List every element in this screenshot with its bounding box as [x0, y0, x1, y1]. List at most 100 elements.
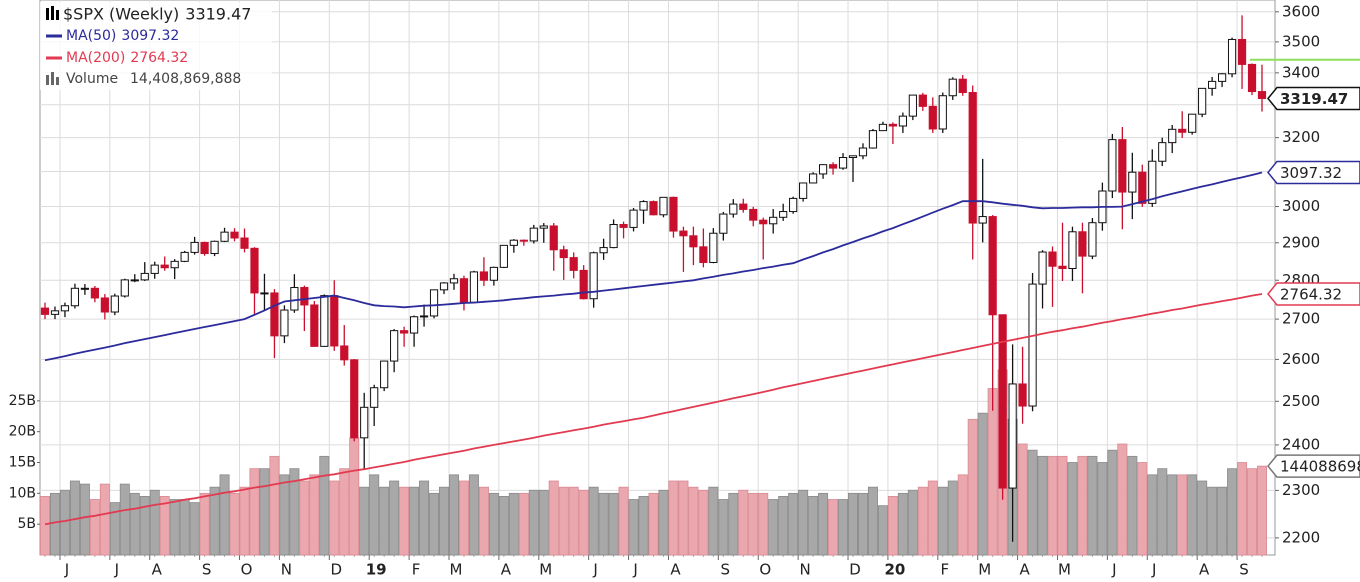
candle-body [1158, 142, 1167, 162]
candle-body [998, 314, 1007, 489]
candle-body [1138, 171, 1147, 204]
value-box [1267, 454, 1360, 478]
candle-body [1247, 63, 1257, 93]
volume-bar [1187, 474, 1198, 556]
x-tick-label: A [152, 561, 163, 579]
volume-bar [389, 480, 400, 556]
candle-body [429, 289, 439, 317]
icon-bar [56, 77, 59, 85]
candle-body [340, 345, 349, 361]
volume-bar [1027, 449, 1038, 556]
volume-bar [1147, 474, 1158, 556]
candle-body [469, 271, 479, 303]
candle-body [1048, 251, 1057, 267]
legend-title-icon [46, 6, 59, 20]
volume-bar [1227, 468, 1238, 556]
candle-body [858, 147, 868, 157]
candle-body [380, 360, 389, 389]
candle-body [1038, 251, 1047, 285]
volume-bar [1167, 474, 1178, 556]
volume-bar [439, 486, 450, 556]
candle-body [180, 251, 189, 262]
volume-bar [1057, 455, 1068, 556]
candle-body [679, 230, 688, 237]
candle-body [599, 247, 608, 254]
y-tick-label: 3500 [1282, 32, 1320, 50]
x-tick-label: A [501, 561, 512, 579]
candle-body [270, 292, 279, 337]
x-tick-label: O [759, 561, 771, 579]
candle-body [260, 292, 269, 295]
volume-bar [518, 492, 529, 556]
volume-bar [768, 499, 779, 556]
candle-body [220, 231, 229, 242]
volume-bar [109, 502, 120, 556]
x-tick-label: J [64, 561, 69, 579]
candle-body [290, 287, 299, 311]
volume-bar [738, 489, 749, 556]
volume-bar [987, 388, 998, 556]
volume-bar [419, 480, 430, 556]
volume-bar [1157, 468, 1168, 556]
x-tick-label: F [412, 561, 421, 579]
volume-bar [239, 486, 250, 556]
candle-body [1188, 113, 1197, 133]
volume-bar [59, 489, 70, 556]
y-tick-label: 2700 [1282, 310, 1320, 328]
candle-body [549, 225, 558, 251]
candle-body [848, 155, 858, 158]
candle-body [1008, 383, 1017, 489]
x-tick-label: A [1019, 561, 1030, 579]
x-tick-label: J [632, 561, 637, 579]
icon-bar [46, 75, 49, 85]
volume-bar [319, 455, 330, 556]
volume-bar [478, 486, 489, 556]
candle-body [559, 249, 568, 259]
volume-bar [189, 502, 200, 556]
x-tick-label: S [721, 561, 731, 579]
volume-bar [1237, 462, 1248, 556]
volume-bar [568, 486, 579, 556]
candle-body [320, 295, 329, 347]
candle-body [250, 247, 259, 294]
volume-bar [927, 480, 938, 556]
candle-body [310, 304, 319, 347]
y-tick-label: 3000 [1282, 197, 1320, 215]
candle-body [878, 123, 888, 132]
volume-icon [46, 72, 59, 85]
candle-body [140, 272, 149, 281]
candle-body [749, 208, 758, 221]
candle-body [739, 203, 748, 210]
candle-body [1068, 231, 1077, 269]
x-tick-label: N [281, 561, 292, 579]
value-box [1267, 86, 1360, 111]
value-box-label: 2764.32 [1280, 285, 1342, 303]
volume-bar [1197, 480, 1208, 556]
volume-bar [1137, 462, 1148, 556]
candle-body [1058, 265, 1067, 269]
icon-bar [51, 6, 54, 20]
volume-bar [907, 489, 918, 556]
y-tick-label: 3200 [1282, 128, 1320, 146]
icon-bar [46, 8, 49, 20]
candle-body [1227, 38, 1237, 75]
volume-bar [369, 474, 380, 556]
y-tick-label: 3400 [1282, 63, 1320, 81]
volume-bar [429, 492, 440, 556]
candle-body [689, 235, 698, 248]
volume-bar [1037, 455, 1048, 556]
volume-bar [159, 496, 170, 556]
volume-bar [1127, 455, 1138, 556]
volume-bar [259, 468, 270, 556]
value-box-label: 14408869888 [1280, 458, 1360, 476]
candle-body [799, 182, 808, 199]
candle-body [629, 209, 638, 228]
volume-bar [897, 492, 908, 556]
volume-bar [1217, 486, 1228, 556]
volume-bar [618, 486, 629, 556]
value-box-label: 3319.47 [1280, 90, 1348, 108]
volume-bar [40, 496, 51, 556]
volume-bar [628, 499, 639, 556]
candle-body [330, 295, 339, 347]
y-tick-label: 3600 [1282, 2, 1320, 20]
